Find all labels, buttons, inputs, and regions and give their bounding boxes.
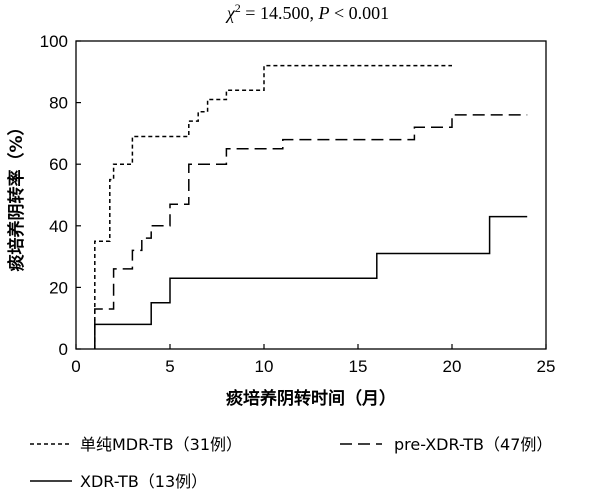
title-p-rest: < 0.001: [329, 3, 389, 23]
series-line-3: [94, 215, 528, 349]
title-rest: = 14.500,: [241, 3, 319, 23]
series-line-2: [94, 114, 528, 349]
x-tick-label: 10: [255, 357, 274, 376]
x-tick-label: 25: [537, 357, 556, 376]
y-tick-label: 100: [40, 32, 68, 51]
y-tick-label: 0: [59, 340, 68, 359]
x-tick-label: 15: [349, 357, 368, 376]
x-tick-label: 20: [443, 357, 462, 376]
y-tick-label: 40: [49, 217, 68, 236]
title-p: P: [317, 3, 329, 23]
title-chi: χ: [225, 3, 236, 23]
chart-title: χ2 = 14.500, P < 0.001: [225, 1, 389, 23]
axes: 0 5 10 15 20 25 0 20 40 60 80 100 痰培养阴转时间（月） 痰培养阴转率（%…: [6, 32, 555, 409]
x-tick-label: 0: [71, 357, 80, 376]
legend-label-1: 单纯MDR-TB（31例）: [80, 435, 242, 454]
legend: 单纯MDR-TB（31例） pre-XDR-TB（47例） XDR-TB（13例）: [30, 435, 552, 491]
y-tick-label: 80: [49, 94, 68, 113]
y-axis-label: 痰培养阴转率（%）: [6, 118, 27, 271]
series-line-1: [94, 64, 452, 349]
title-sup: 2: [235, 1, 241, 15]
legend-label-3: XDR-TB（13例）: [80, 472, 207, 491]
y-tick-label: 60: [49, 155, 68, 174]
series-layer: [94, 64, 528, 349]
legend-label-2: pre-XDR-TB（47例）: [394, 435, 552, 454]
x-axis-label: 痰培养阴转时间（月）: [226, 388, 396, 409]
x-tick-label: 5: [165, 357, 174, 376]
y-tick-label: 20: [49, 278, 68, 297]
plot-frame: [75, 40, 547, 350]
